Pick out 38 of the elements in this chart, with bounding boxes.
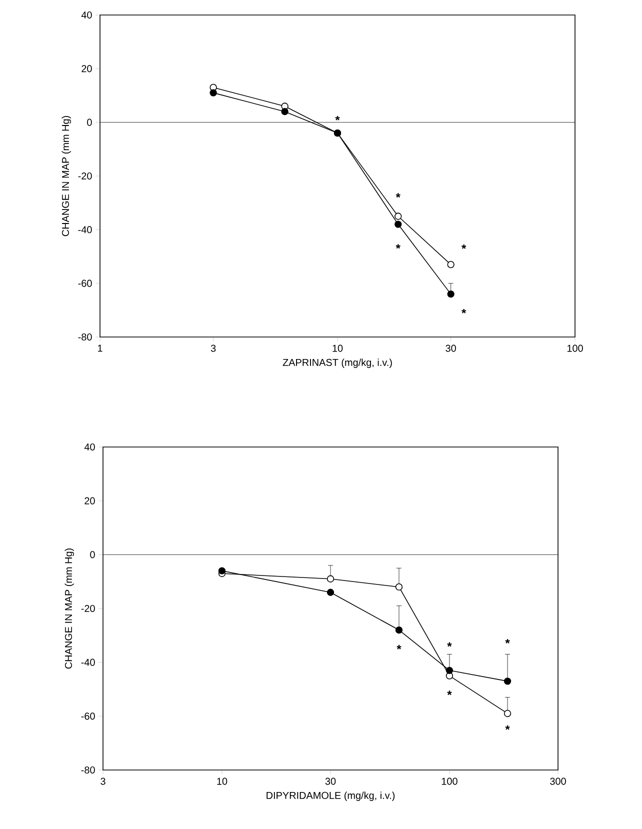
annotation: *	[505, 639, 510, 644]
x-tick-label: 1	[98, 344, 102, 352]
annotation: *	[447, 690, 452, 696]
y-axis-title: CHANGE IN MAP (mm Hg)	[64, 548, 74, 669]
x-axis-title: ZAPRINAST (mg/kg, i.v.)	[282, 358, 392, 368]
annotation: *	[396, 244, 400, 249]
x-tick-label: 100	[567, 344, 583, 352]
annotation: *	[447, 642, 452, 647]
y-tick-label: -60	[81, 712, 95, 720]
y-tick-label: -20	[78, 172, 92, 180]
y-tick-label: -60	[78, 280, 92, 287]
y-tick-label: 20	[82, 65, 92, 72]
y-tick-label: 20	[84, 497, 95, 504]
x-tick-label: 10	[217, 778, 228, 785]
y-axis-title: CHANGE IN MAP (mm Hg)	[62, 116, 71, 236]
y-tick-label: 0	[90, 551, 95, 558]
x-tick-label: 3	[100, 778, 106, 785]
x-tick-label: 10	[332, 344, 343, 352]
y-tick-label: -40	[78, 226, 92, 234]
annotation: *	[335, 116, 340, 120]
y-tick-label: -40	[81, 658, 95, 666]
y-tick-label: 0	[87, 118, 92, 126]
x-tick-label: 3	[210, 344, 216, 352]
y-tick-label: 40	[81, 11, 92, 19]
y-tick-label: 40	[84, 443, 95, 451]
y-tick-label: -80	[81, 766, 95, 774]
x-tick-label: 300	[550, 778, 566, 785]
y-tick-label: -20	[81, 604, 95, 612]
x-tick-label: 100	[442, 778, 458, 785]
y-tick-label: -80	[78, 333, 92, 341]
x-tick-label: 30	[446, 344, 456, 352]
annotation: *	[505, 725, 510, 730]
annotation: *	[462, 244, 466, 249]
x-axis-title: DIPYRIDAMOLE (mg/kg, i.v.)	[266, 792, 395, 801]
x-tick-label: 30	[325, 778, 336, 785]
annotation: *	[396, 193, 400, 198]
annotation: *	[462, 308, 466, 314]
annotation: *	[396, 644, 402, 650]
